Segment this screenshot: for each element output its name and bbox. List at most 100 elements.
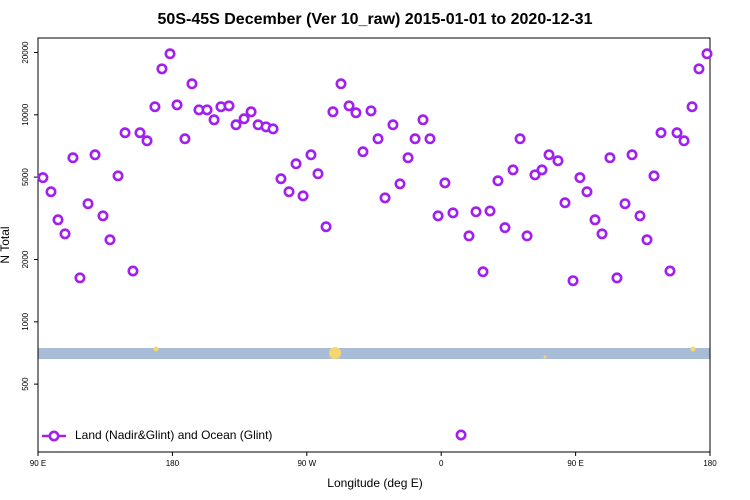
data-point xyxy=(223,100,235,112)
data-point xyxy=(536,164,548,176)
data-point xyxy=(619,198,631,210)
data-point xyxy=(320,221,332,233)
data-point xyxy=(343,100,355,112)
y-axis-title: N Total xyxy=(0,226,12,263)
data-point xyxy=(664,265,676,277)
data-point xyxy=(365,105,377,117)
data-point xyxy=(104,234,116,246)
data-point xyxy=(245,106,257,118)
data-point xyxy=(655,127,667,139)
data-point xyxy=(238,113,250,125)
band xyxy=(38,348,710,359)
x-tick-label: 0 xyxy=(439,459,444,468)
data-point xyxy=(686,101,698,113)
data-point xyxy=(119,127,131,139)
data-point xyxy=(559,197,571,209)
data-point xyxy=(477,266,489,278)
data-point xyxy=(552,155,564,167)
data-point xyxy=(611,272,623,284)
plot-frame xyxy=(37,37,711,453)
data-point xyxy=(327,106,339,118)
data-point xyxy=(529,169,541,181)
band-spot xyxy=(543,355,547,359)
data-point xyxy=(701,48,713,60)
data-point xyxy=(574,172,586,184)
data-point xyxy=(67,152,79,164)
y-tick-label: 10000 xyxy=(21,103,30,126)
data-point xyxy=(335,78,347,90)
data-point xyxy=(74,272,86,284)
data-point xyxy=(45,186,57,198)
legend-marker xyxy=(48,430,60,442)
y-tick-label: 20000 xyxy=(21,41,30,64)
data-point xyxy=(409,133,421,145)
data-point xyxy=(507,164,519,176)
data-point xyxy=(693,63,705,75)
x-tick-label: 90 W xyxy=(297,459,316,468)
data-point xyxy=(470,206,482,218)
data-point xyxy=(275,173,287,185)
data-point xyxy=(312,168,324,180)
data-point xyxy=(230,119,242,131)
data-point xyxy=(89,149,101,161)
data-point xyxy=(447,207,459,219)
data-point xyxy=(402,152,414,164)
data-point xyxy=(394,178,406,190)
data-point xyxy=(164,48,176,60)
data-point xyxy=(567,275,579,287)
data-point xyxy=(350,107,362,119)
data-point xyxy=(149,101,161,113)
data-point xyxy=(112,170,124,182)
data-point xyxy=(463,230,475,242)
data-point xyxy=(589,214,601,226)
band-spot xyxy=(690,346,696,352)
data-point xyxy=(484,205,496,217)
data-point xyxy=(201,104,213,116)
data-point xyxy=(52,214,64,226)
data-point xyxy=(492,175,504,187)
data-point xyxy=(179,133,191,145)
data-point xyxy=(604,152,616,164)
data-point xyxy=(678,135,690,147)
data-point xyxy=(37,172,49,184)
data-point xyxy=(208,114,220,126)
y-tick-label: 2000 xyxy=(21,250,30,268)
y-tick-label: 500 xyxy=(21,377,30,391)
data-point xyxy=(59,228,71,240)
data-point xyxy=(648,170,660,182)
data-point xyxy=(290,158,302,170)
data-point xyxy=(514,133,526,145)
data-point xyxy=(141,135,153,147)
data-point xyxy=(283,186,295,198)
data-point xyxy=(97,210,109,222)
data-point xyxy=(417,114,429,126)
data-point xyxy=(357,146,369,158)
data-point xyxy=(634,210,646,222)
band-spot xyxy=(153,346,159,352)
data-point xyxy=(127,265,139,277)
data-point xyxy=(134,127,146,139)
data-point xyxy=(641,234,653,246)
data-point xyxy=(372,133,384,145)
data-point xyxy=(424,133,436,145)
data-point xyxy=(305,149,317,161)
x-axis-title: Longitude (deg E) xyxy=(327,476,422,490)
data-point xyxy=(387,119,399,131)
data-point xyxy=(156,63,168,75)
data-point xyxy=(455,429,467,441)
data-point xyxy=(581,186,593,198)
x-tick-label: 180 xyxy=(703,459,717,468)
data-point xyxy=(171,99,183,111)
data-point xyxy=(379,192,391,204)
surface-band xyxy=(38,346,710,359)
data-point xyxy=(626,149,638,161)
data-point xyxy=(297,190,309,202)
x-tick-label: 90 E xyxy=(567,459,583,468)
data-point xyxy=(267,123,279,135)
data-point xyxy=(521,230,533,242)
data-point xyxy=(186,78,198,90)
y-tick-label: 1000 xyxy=(21,312,30,330)
